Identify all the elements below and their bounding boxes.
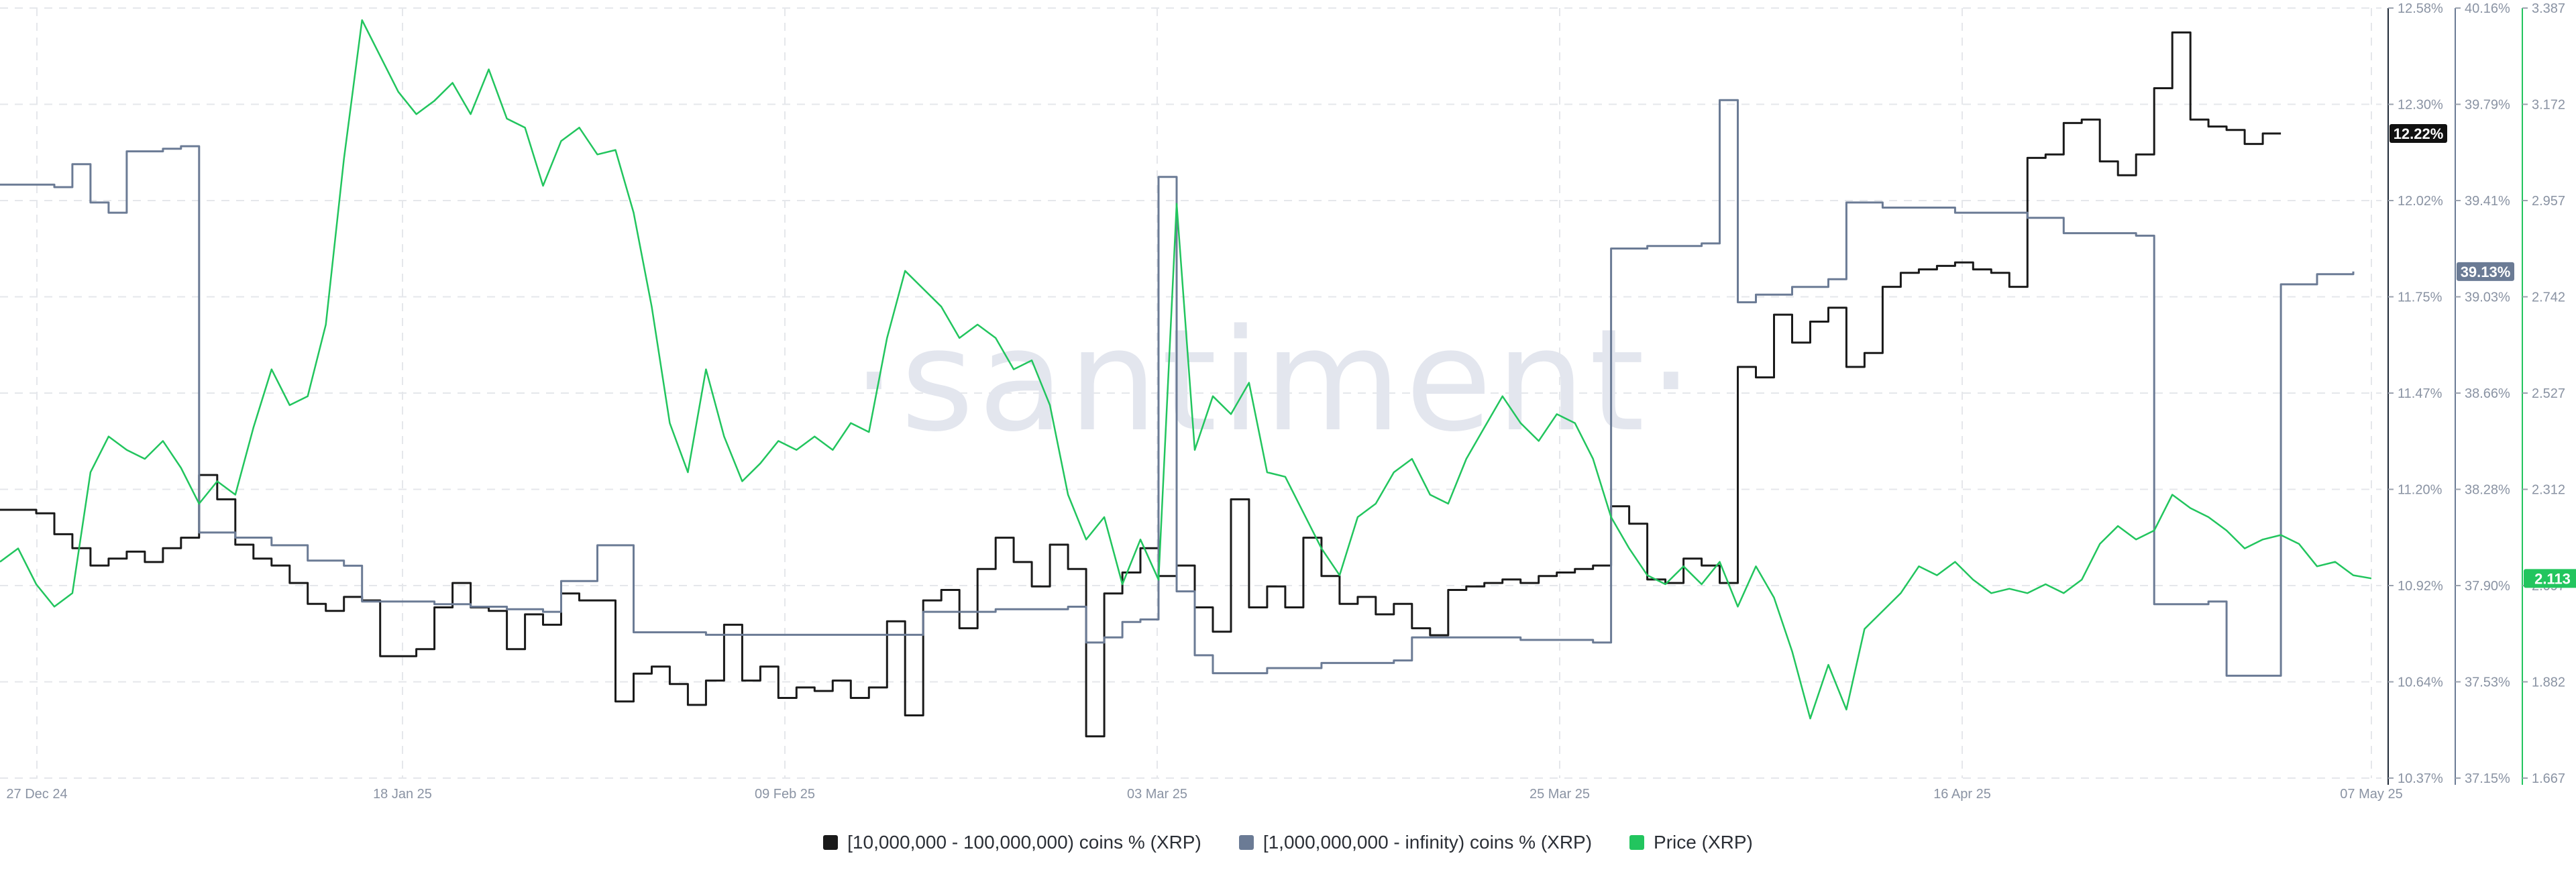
y-tick-label: 2.957: [2532, 194, 2565, 209]
y-tick-label: 10.37%: [2398, 771, 2443, 786]
y-tick-label: 37.90%: [2465, 579, 2510, 594]
value-badges: 12.22% 39.13% 2.113: [2390, 124, 2576, 588]
legend: [10,000,000 - 100,000,000) coins % (XRP)…: [0, 826, 2576, 859]
y-tick-label: 38.28%: [2465, 483, 2510, 498]
y-tick-label: 10.92%: [2398, 579, 2443, 594]
legend-swatch-price: [1629, 835, 1645, 850]
x-tick-label: 18 Jan 25: [373, 787, 432, 802]
legend-item-price[interactable]: Price (XRP): [1629, 832, 1753, 853]
y-tick-label: 40.16%: [2465, 1, 2510, 16]
y-tick-label: 39.41%: [2465, 194, 2510, 209]
y-tick-label: 39.79%: [2465, 98, 2510, 113]
y-tick-label: 12.30%: [2398, 98, 2443, 113]
x-tick-label: 07 May 25: [2340, 787, 2402, 802]
svg-text:12.22%: 12.22%: [2394, 125, 2444, 142]
y-tick-label: 11.47%: [2398, 386, 2443, 401]
y-tick-label: 12.02%: [2398, 194, 2443, 209]
y-tick-label: 2.312: [2532, 483, 2565, 498]
value-badge-whale-10m: 12.22%: [2390, 124, 2447, 144]
svg-text:39.13%: 39.13%: [2461, 264, 2511, 280]
y-tick-label: 11.75%: [2398, 290, 2443, 305]
legend-item-whale-10m[interactable]: [10,000,000 - 100,000,000) coins % (XRP): [823, 832, 1201, 853]
y-tick-label: 11.20%: [2398, 483, 2443, 498]
y-tick-label: 37.15%: [2465, 771, 2510, 786]
y-tick-label: 3.387: [2532, 1, 2565, 16]
watermark: ·santiment·: [852, 298, 1698, 463]
grid: [0, 7, 2381, 779]
legend-label-price: Price (XRP): [1654, 832, 1753, 853]
x-tick-label: 27 Dec 24: [6, 787, 67, 802]
axes: 12.58% 12.30% 12.02% 11.75% 11.47% 11.20% 10.9…: [6, 1, 2565, 802]
series-line-whale-1b[interactable]: [0, 99, 2355, 677]
value-badge-price: 2.113: [2524, 569, 2576, 588]
legend-swatch-whale-1b: [1238, 835, 1254, 850]
y-tick-label: 39.03%: [2465, 290, 2510, 305]
x-tick-label: 25 Mar 25: [1529, 787, 1590, 802]
x-tick-label: 16 Apr 25: [1933, 787, 1991, 802]
y-tick-label: 38.66%: [2465, 386, 2510, 401]
y-tick-label: 37.53%: [2465, 675, 2510, 690]
y-tick-label: 12.58%: [2398, 1, 2443, 16]
y-tick-label: 1.882: [2532, 675, 2565, 690]
y-tick-label: 2.742: [2532, 290, 2565, 305]
legend-swatch-whale-10m: [823, 835, 839, 850]
legend-item-whale-1b[interactable]: [1,000,000,000 - infinity) coins % (XRP): [1238, 832, 1593, 853]
series-layer: [0, 19, 2372, 738]
legend-label-whale-1b: [1,000,000,000 - infinity) coins % (XRP): [1263, 832, 1593, 853]
y-tick-label: 2.527: [2532, 386, 2565, 401]
value-badge-whale-1b: 39.13%: [2457, 262, 2514, 281]
y-tick-label: 1.667: [2532, 771, 2565, 786]
series-line-price[interactable]: [0, 19, 2372, 720]
y-tick-label: 3.172: [2532, 98, 2565, 113]
y-tick-label: 10.64%: [2398, 675, 2443, 690]
x-tick-label: 09 Feb 25: [755, 787, 815, 802]
x-tick-label: 03 Mar 25: [1127, 787, 1187, 802]
legend-label-whale-10m: [10,000,000 - 100,000,000) coins % (XRP): [847, 832, 1201, 853]
svg-text:2.113: 2.113: [2534, 570, 2571, 587]
